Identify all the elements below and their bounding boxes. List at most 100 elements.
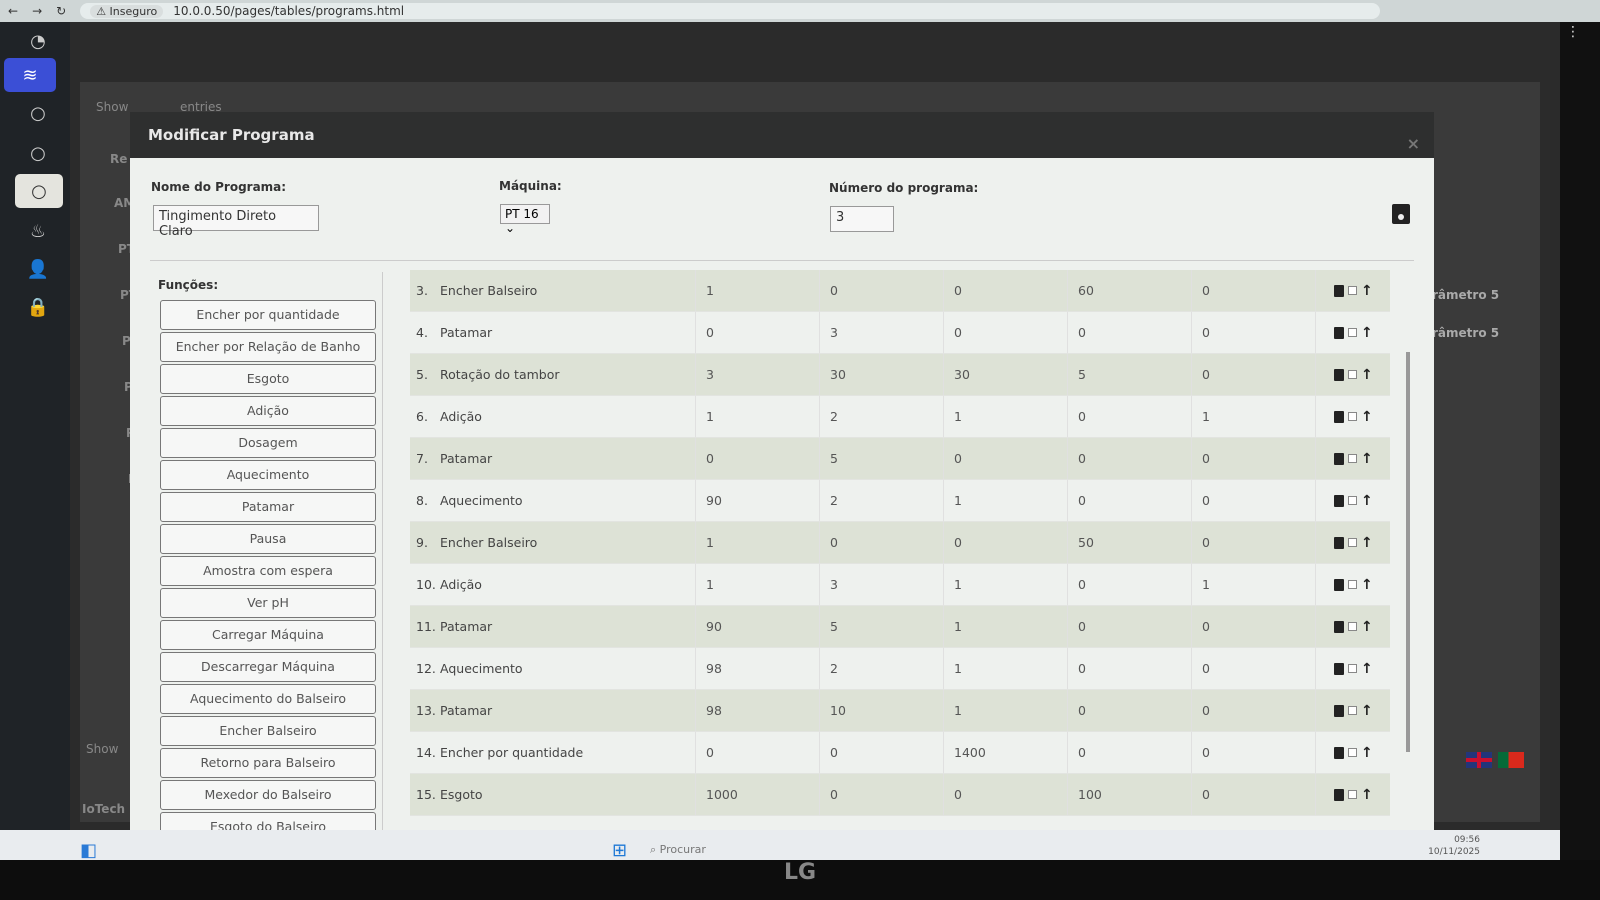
- arrow-up-icon[interactable]: ↑: [1361, 492, 1373, 509]
- select-checkbox[interactable]: [1348, 328, 1357, 337]
- step-parameter-2[interactable]: 0: [820, 774, 944, 815]
- step-parameter-4[interactable]: 0: [1068, 480, 1192, 521]
- step-parameter-1[interactable]: 1: [696, 564, 820, 605]
- menu-icon[interactable]: ⋮: [1566, 24, 1580, 40]
- address-bar[interactable]: ⚠ Inseguro 10.0.0.50/pages/tables/progra…: [80, 3, 1381, 19]
- table-row[interactable]: 5. Rotação do tambor 3 30 30 5 0 ↑: [410, 354, 1390, 396]
- step-parameter-3[interactable]: 0: [944, 438, 1068, 479]
- start-icon[interactable]: ⊞: [612, 839, 628, 861]
- english-flag-icon[interactable]: [1466, 752, 1492, 768]
- step-parameter-3[interactable]: 0: [944, 270, 1068, 311]
- function-button[interactable]: Encher Balseiro: [160, 716, 376, 746]
- step-parameter-1[interactable]: 3: [696, 354, 820, 395]
- step-parameter-3[interactable]: 1: [944, 648, 1068, 689]
- function-button[interactable]: Mexedor do Balseiro: [160, 780, 376, 810]
- step-parameter-5[interactable]: 0: [1192, 732, 1316, 773]
- step-parameter-2[interactable]: 5: [820, 606, 944, 647]
- step-parameter-4[interactable]: 50: [1068, 522, 1192, 563]
- step-parameter-4[interactable]: 0: [1068, 732, 1192, 773]
- step-parameter-1[interactable]: 0: [696, 438, 820, 479]
- arrow-up-icon[interactable]: ↑: [1361, 408, 1373, 425]
- table-row[interactable]: 7. Patamar 0 5 0 0 0 ↑: [410, 438, 1390, 480]
- step-parameter-4[interactable]: 0: [1068, 312, 1192, 353]
- step-parameter-2[interactable]: 2: [820, 396, 944, 437]
- step-parameter-1[interactable]: 1: [696, 270, 820, 311]
- trash-icon[interactable]: [1334, 284, 1344, 297]
- dashboard-icon[interactable]: ◔: [30, 30, 46, 52]
- function-button[interactable]: Adição: [160, 396, 376, 426]
- close-button[interactable]: ×: [1406, 134, 1420, 153]
- table-row[interactable]: 12. Aquecimento 98 2 1 0 0 ↑: [410, 648, 1390, 690]
- arrow-up-icon[interactable]: ↑: [1361, 450, 1373, 467]
- sidebar-item-programs[interactable]: ≋: [4, 58, 56, 92]
- lock-icon[interactable]: 🔒: [26, 296, 50, 318]
- forward-icon[interactable]: →: [32, 4, 43, 18]
- arrow-up-icon[interactable]: ↑: [1361, 366, 1373, 383]
- step-parameter-2[interactable]: 2: [820, 648, 944, 689]
- function-button[interactable]: Aquecimento: [160, 460, 376, 490]
- step-parameter-5[interactable]: 0: [1192, 648, 1316, 689]
- function-button[interactable]: Esgoto: [160, 364, 376, 394]
- arrow-up-icon[interactable]: ↑: [1361, 702, 1373, 719]
- step-parameter-5[interactable]: 0: [1192, 774, 1316, 815]
- select-checkbox[interactable]: [1348, 538, 1357, 547]
- select-checkbox[interactable]: [1348, 370, 1357, 379]
- step-parameter-5[interactable]: 0: [1192, 354, 1316, 395]
- function-button[interactable]: Aquecimento do Balseiro: [160, 684, 376, 714]
- select-checkbox[interactable]: [1348, 580, 1357, 589]
- trash-icon[interactable]: [1334, 662, 1344, 675]
- table-row[interactable]: 3. Encher Balseiro 1 0 0 60 0 ↑: [410, 270, 1390, 312]
- function-button[interactable]: Patamar: [160, 492, 376, 522]
- trash-icon[interactable]: [1334, 746, 1344, 759]
- program-number-input[interactable]: 3: [830, 206, 894, 232]
- function-button[interactable]: Dosagem: [160, 428, 376, 458]
- table-row[interactable]: 10. Adição 1 3 1 0 1 ↑: [410, 564, 1390, 606]
- arrow-up-icon[interactable]: ↑: [1361, 534, 1373, 551]
- step-parameter-4[interactable]: 0: [1068, 606, 1192, 647]
- function-button[interactable]: Encher por Relação de Banho: [160, 332, 376, 362]
- table-row[interactable]: 6. Adição 1 2 1 0 1 ↑: [410, 396, 1390, 438]
- step-parameter-3[interactable]: 1: [944, 690, 1068, 731]
- step-parameter-3[interactable]: 1: [944, 396, 1068, 437]
- scrollbar[interactable]: [1406, 352, 1410, 752]
- step-parameter-3[interactable]: 30: [944, 354, 1068, 395]
- step-parameter-3[interactable]: 0: [944, 774, 1068, 815]
- step-parameter-5[interactable]: 0: [1192, 438, 1316, 479]
- step-parameter-2[interactable]: 2: [820, 480, 944, 521]
- step-parameter-4[interactable]: 100: [1068, 774, 1192, 815]
- reload-icon[interactable]: ↻: [56, 4, 67, 18]
- step-parameter-2[interactable]: 0: [820, 270, 944, 311]
- arrow-up-icon[interactable]: ↑: [1361, 660, 1373, 677]
- table-row[interactable]: 13. Patamar 98 10 1 0 0 ↑: [410, 690, 1390, 732]
- back-icon[interactable]: ←: [8, 4, 19, 18]
- widgets-icon[interactable]: ◧: [80, 839, 98, 861]
- step-parameter-5[interactable]: 1: [1192, 396, 1316, 437]
- step-parameter-5[interactable]: 0: [1192, 606, 1316, 647]
- select-checkbox[interactable]: [1348, 790, 1357, 799]
- step-parameter-1[interactable]: 90: [696, 606, 820, 647]
- select-checkbox[interactable]: [1348, 454, 1357, 463]
- trash-icon[interactable]: [1334, 410, 1344, 423]
- table-row[interactable]: 9. Encher Balseiro 1 0 0 50 0 ↑: [410, 522, 1390, 564]
- step-parameter-3[interactable]: 1: [944, 564, 1068, 605]
- step-parameter-1[interactable]: 98: [696, 648, 820, 689]
- step-parameter-2[interactable]: 0: [820, 732, 944, 773]
- step-parameter-3[interactable]: 0: [944, 522, 1068, 563]
- arrow-up-icon[interactable]: ↑: [1361, 786, 1373, 803]
- function-button[interactable]: Pausa: [160, 524, 376, 554]
- arrow-up-icon[interactable]: ↑: [1361, 744, 1373, 761]
- step-parameter-5[interactable]: 1: [1192, 564, 1316, 605]
- step-parameter-4[interactable]: 5: [1068, 354, 1192, 395]
- security-badge[interactable]: ⚠ Inseguro: [90, 4, 164, 18]
- step-parameter-3[interactable]: 0: [944, 312, 1068, 353]
- table-row[interactable]: 11. Patamar 90 5 1 0 0 ↑: [410, 606, 1390, 648]
- select-checkbox[interactable]: [1348, 622, 1357, 631]
- select-checkbox[interactable]: [1348, 706, 1357, 715]
- step-parameter-2[interactable]: 10: [820, 690, 944, 731]
- circle-icon[interactable]: ○: [30, 102, 46, 124]
- step-parameter-5[interactable]: 0: [1192, 690, 1316, 731]
- step-parameter-3[interactable]: 1: [944, 606, 1068, 647]
- step-parameter-3[interactable]: 1: [944, 480, 1068, 521]
- arrow-up-icon[interactable]: ↑: [1361, 324, 1373, 341]
- step-parameter-3[interactable]: 1400: [944, 732, 1068, 773]
